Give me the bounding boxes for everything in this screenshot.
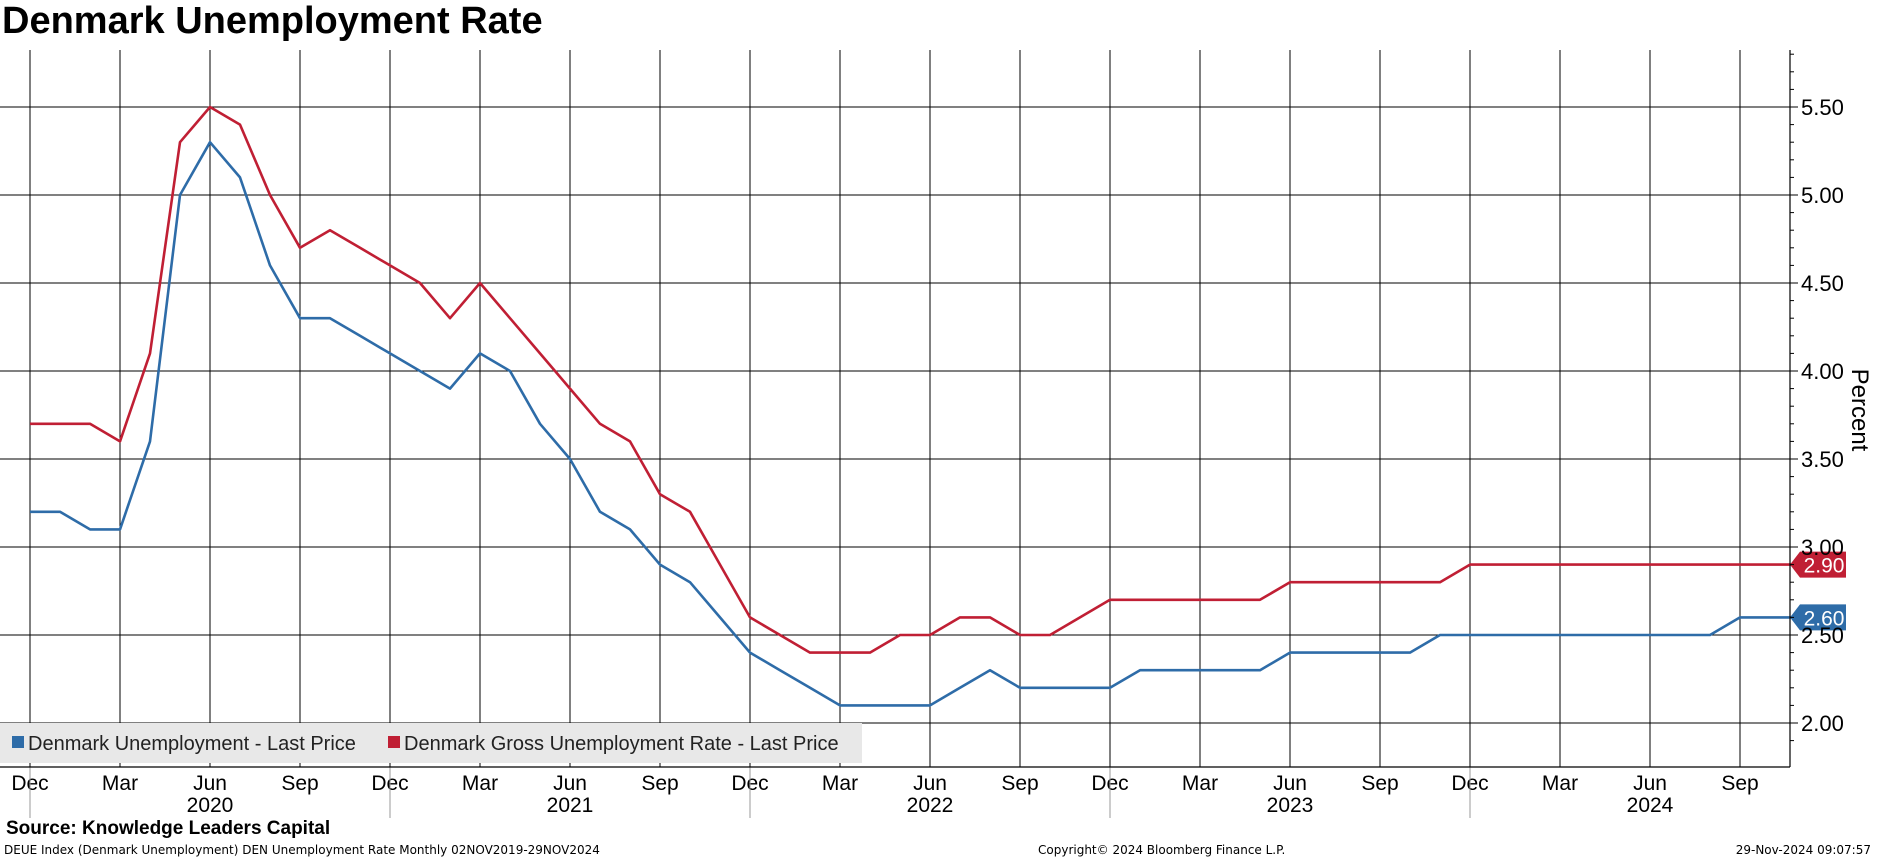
x-year-label: 2020: [187, 794, 234, 817]
x-year-label: 2023: [1267, 794, 1314, 817]
x-month-label: Jun: [913, 772, 947, 795]
last-value-badge: [1790, 604, 1846, 631]
y-tick-label: 5.00: [1801, 183, 1844, 208]
x-month-label: Jun: [193, 772, 227, 795]
x-month-label: Sep: [1001, 772, 1038, 795]
x-month-label: Sep: [281, 772, 318, 795]
legend: Denmark Unemployment - Last Price Denmark…: [0, 723, 862, 763]
x-month-label: Mar: [462, 772, 498, 795]
x-month-label: Mar: [1182, 772, 1218, 795]
legend-label: Denmark Unemployment - Last Price: [28, 733, 356, 755]
y-tick-label: 4.50: [1801, 271, 1844, 296]
footer-series-info: DEUE Index (Denmark Unemployment) DEN Un…: [4, 843, 600, 857]
y-tick-label: 4.00: [1801, 359, 1844, 384]
x-month-label: Jun: [1273, 772, 1307, 795]
legend-swatch: [388, 736, 400, 748]
x-month-label: Mar: [102, 772, 138, 795]
x-month-label: Sep: [641, 772, 678, 795]
y-tick-label: 2.50: [1801, 623, 1844, 648]
series-layer: 2.60 2.90: [30, 105, 1846, 707]
footer-timestamp: 29-Nov-2024 09:07:57: [1735, 843, 1871, 857]
y-tick-label: 2.00: [1801, 711, 1844, 736]
x-year-label: 2021: [547, 794, 594, 817]
series-line-unemployment: [30, 140, 1800, 707]
x-month-label: Sep: [1721, 772, 1758, 795]
x-year-label: 2024: [1627, 794, 1674, 817]
last-value-tag-gross-unemployment: 2.90: [1790, 551, 1846, 578]
footer-copyright: Copyright© 2024 Bloomberg Finance L.P.: [1038, 843, 1286, 857]
y-tick-label: 3.50: [1801, 447, 1844, 472]
source-note: Source: Knowledge Leaders Capital: [6, 818, 331, 839]
legend-label: Denmark Gross Unemployment Rate - Last P…: [404, 733, 839, 755]
y-tick-label: 3.00: [1801, 535, 1844, 560]
x-month-label: Mar: [822, 772, 858, 795]
series-line-gross-unemployment: [30, 105, 1800, 654]
last-value-tag-unemployment: 2.60: [1790, 604, 1846, 631]
legend-background: [0, 723, 862, 763]
x-month-label: Jun: [553, 772, 587, 795]
grid: [0, 50, 1790, 767]
last-value-badge: [1790, 551, 1846, 578]
y-tick-label: 5.50: [1801, 95, 1844, 120]
x-month-label: Sep: [1361, 772, 1398, 795]
last-value-label: 2.60: [1804, 607, 1845, 630]
chart-title: Denmark Unemployment Rate: [2, 0, 543, 42]
y-axis-title: Percent: [1846, 369, 1873, 452]
last-value-label: 2.90: [1804, 555, 1845, 578]
legend-swatch: [12, 736, 24, 748]
x-month-label: Jun: [1633, 772, 1667, 795]
x-year-label: 2022: [907, 794, 954, 817]
x-month-label: Mar: [1542, 772, 1578, 795]
